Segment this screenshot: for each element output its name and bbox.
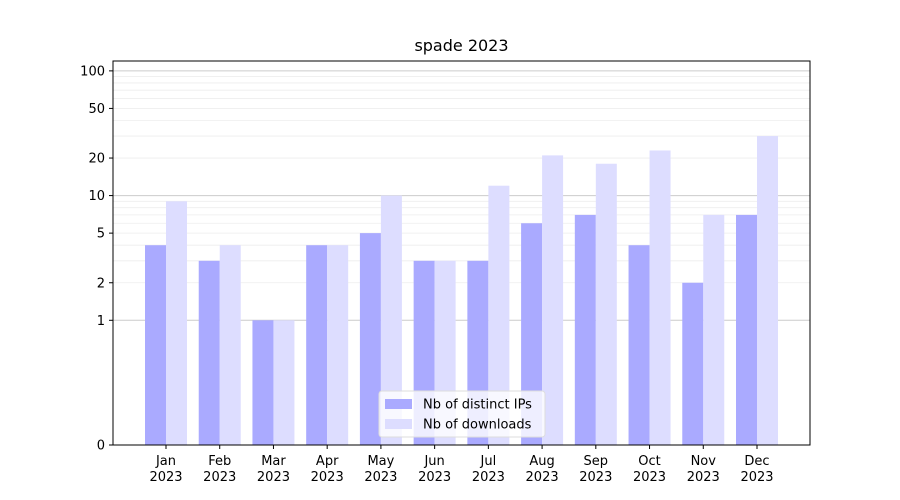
legend-swatch [385, 399, 412, 409]
chart-title: spade 2023 [414, 36, 508, 55]
x-tick-month: Jan [155, 454, 176, 469]
bar-distinct-ips-dec [736, 214, 757, 445]
x-tick-month: Mar [261, 454, 286, 469]
x-tick-month: Apr [316, 454, 339, 469]
x-tick-year: 2023 [579, 470, 612, 485]
legend-label: Nb of downloads [423, 418, 532, 433]
bar-downloads-oct [649, 150, 671, 445]
x-tick-year: 2023 [418, 470, 451, 485]
x-tick-year: 2023 [633, 470, 666, 485]
bar-distinct-ips-nov [682, 282, 704, 445]
x-tick-month: Aug [529, 454, 554, 469]
x-tick-month: Nov [691, 454, 717, 469]
legend: Nb of distinct IPs Nb of downloads [378, 390, 546, 438]
bar-downloads-may [380, 195, 402, 445]
bar-distinct-ips-apr [306, 245, 328, 445]
y-tick-label: 5 [97, 227, 105, 242]
x-tick-label-jan: Jan 2023 [149, 454, 182, 485]
x-tick-label-sep: Sep 2023 [579, 454, 612, 485]
x-tick-year: 2023 [472, 470, 505, 485]
grid [113, 70, 810, 321]
axes-frame [112, 60, 811, 446]
x-tick-label-oct: Oct 2023 [633, 454, 666, 485]
x-tick-label-mar: Mar 2023 [257, 454, 290, 485]
bar-downloads-jul [488, 185, 510, 445]
bar-downloads-aug [542, 155, 564, 445]
y-tick-label: 50 [88, 102, 105, 117]
x-tick-label-dec: Dec 2023 [740, 454, 773, 485]
x-tick-month: Dec [744, 454, 769, 469]
x-tick-label-feb: Feb 2023 [203, 454, 236, 485]
bar-downloads-jan [166, 201, 187, 445]
y-tick-label: 20 [88, 152, 105, 167]
bar-distinct-ips-jan [145, 245, 166, 445]
x-tick-month: Jun [423, 454, 444, 469]
x-tick-label-nov: Nov 2023 [687, 454, 720, 485]
x-tick-month: May [367, 454, 394, 469]
x-tick-year: 2023 [257, 470, 290, 485]
legend-box [378, 390, 546, 438]
bar-downloads-sep [595, 163, 617, 445]
y-tick-label: 1 [97, 314, 105, 329]
x-tick-month: Sep [584, 454, 609, 469]
bar-distinct-ips-feb [198, 260, 220, 445]
y-tick-label: 0 [97, 439, 105, 454]
x-tick-year: 2023 [311, 470, 344, 485]
bar-downloads-feb [219, 245, 241, 445]
x-tick-label-apr: Apr 2023 [311, 454, 344, 485]
x-tick-label-aug: Aug 2023 [526, 454, 559, 485]
x-tick-year: 2023 [740, 470, 773, 485]
bar-downloads-dec [757, 136, 778, 446]
y-tick-label: 100 [80, 64, 105, 79]
x-tick-year: 2023 [364, 470, 397, 485]
bar-distinct-ips-sep [574, 214, 596, 445]
bar-distinct-ips-mar [252, 320, 274, 445]
x-tick-label-jul: Jul 2023 [472, 454, 505, 485]
bar-distinct-ips-oct [628, 245, 650, 445]
x-tick-label-jun: Jun 2023 [418, 454, 451, 485]
x-tick-month: Jul [480, 454, 497, 469]
legend-swatch [385, 419, 412, 429]
x-tick-year: 2023 [687, 470, 720, 485]
x-tick-label-may: May 2023 [364, 454, 397, 485]
x-tick-year: 2023 [526, 470, 559, 485]
bar-distinct-ips-aug [521, 223, 543, 445]
x-tick-year: 2023 [203, 470, 236, 485]
x-tick-year: 2023 [149, 470, 182, 485]
bar-downloads-nov [703, 214, 725, 445]
bar-downloads-apr [327, 245, 349, 445]
y-tick-label: 2 [97, 276, 105, 291]
x-tick-month: Oct [638, 454, 660, 469]
y-axis: 0 1 2 5 10 20 50 100 [80, 64, 113, 454]
y-tick-label: 10 [88, 189, 105, 204]
bar-distinct-ips-may [359, 233, 381, 445]
legend-label: Nb of distinct IPs [423, 398, 532, 413]
x-tick-month: Feb [208, 454, 231, 469]
bar-downloads-mar [273, 320, 295, 445]
